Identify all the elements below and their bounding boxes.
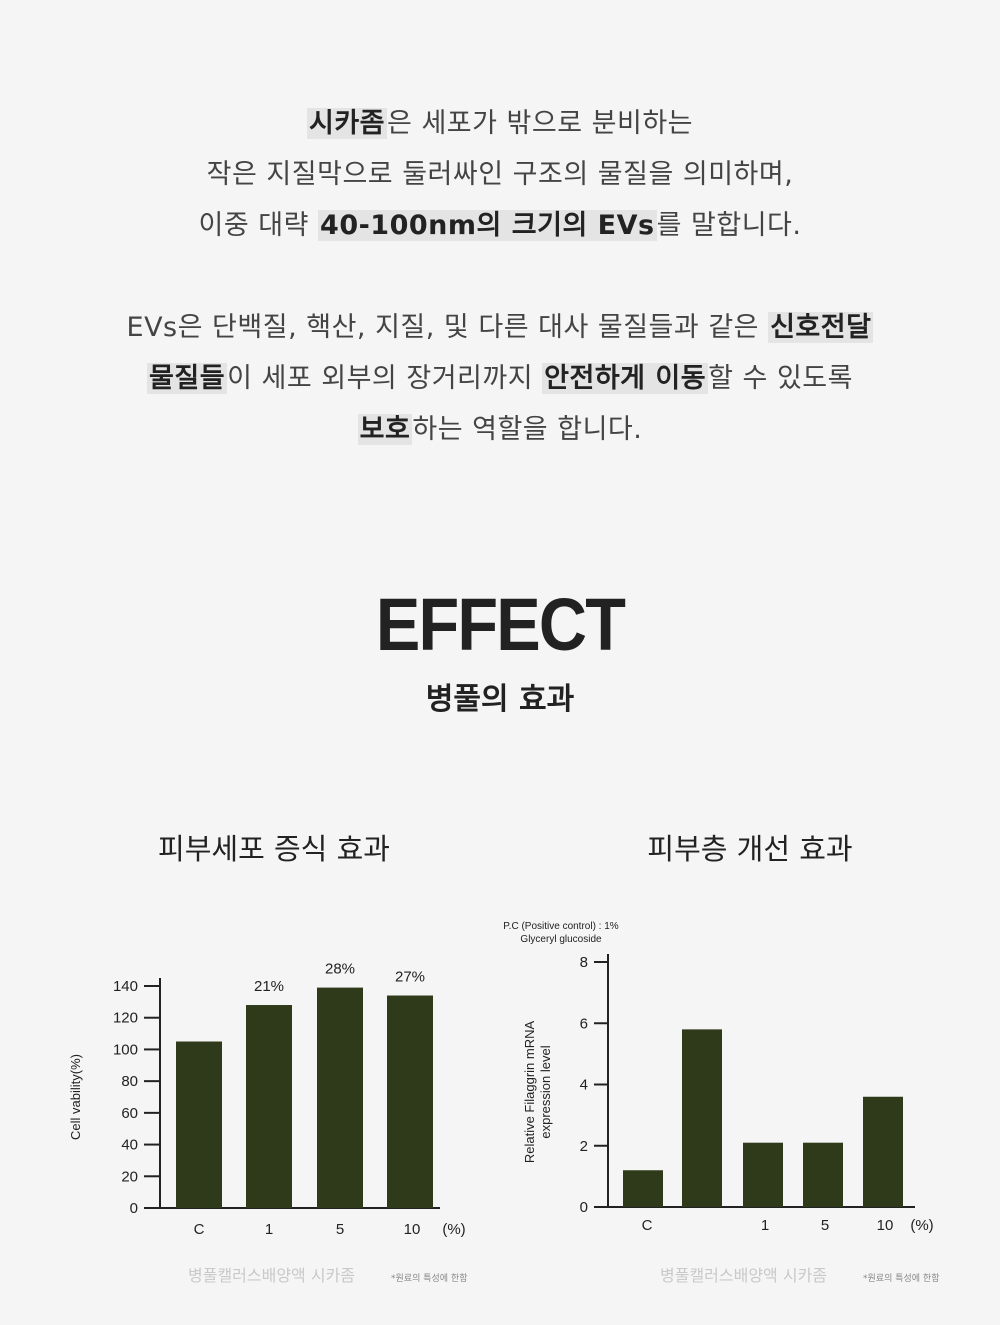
- highlighted-text: 물질들: [147, 363, 228, 394]
- effect-title: EFFECT: [375, 583, 626, 666]
- highlighted-text: 40-100nm의 크기의 EVs: [318, 210, 657, 241]
- intro-text-segment: 이 세포 외부의 장거리까지: [227, 363, 543, 394]
- y-axis-label: Cell vability(%): [68, 1054, 83, 1140]
- x-unit-label: (%): [442, 1221, 465, 1238]
- highlighted-text: 안전하게 이동: [542, 363, 709, 394]
- y-tick-label: 100: [113, 1041, 138, 1058]
- highlighted-text: 신호전달: [768, 312, 874, 343]
- intro-text-segment: 할 수 있도록: [708, 363, 853, 394]
- x-category-label: 5: [336, 1221, 344, 1238]
- y-tick-label: 80: [121, 1073, 138, 1090]
- bar-data-label: 27%: [395, 969, 425, 986]
- chart-title-skin-layer: 피부층 개선 효과: [647, 832, 853, 866]
- bar: [246, 1005, 292, 1208]
- intro-text-segment: 를 말합니다.: [656, 210, 802, 241]
- x-category-label: C: [194, 1221, 205, 1238]
- x-category-label: 10: [404, 1221, 421, 1238]
- intro-text-segment: 이중 대략: [198, 210, 319, 241]
- y-tick-label: 140: [113, 978, 138, 995]
- intro-paragraph-2: EVs은 단백질, 핵산, 지질, 및 다른 대사 물질들과 같은 신호전달 물질…: [0, 302, 1000, 455]
- right-chart-caption: 병풀캘러스배양액 시카좀 *원료의 특성에 한함: [660, 1262, 939, 1286]
- bar: [176, 1041, 222, 1208]
- highlighted-text: 보호: [357, 414, 413, 445]
- bar-data-label: 21%: [254, 978, 284, 995]
- intro-text-segment: EVs은 단백질, 핵산, 지질, 및 다른 대사 물질들과 같은: [126, 312, 769, 343]
- positive-control-note-line-1: P.C (Positive control) : 1%: [503, 921, 619, 932]
- y-tick-label: 0: [130, 1200, 138, 1217]
- y-tick-label: 60: [121, 1105, 138, 1122]
- right-caption-note: *원료의 특성에 한함: [863, 1274, 940, 1284]
- y-tick-label: 20: [121, 1168, 138, 1185]
- x-category-label: 1: [265, 1221, 273, 1238]
- left-chart-caption: 병풀캘러스배양액 시카좀 *원료의 특성에 한함: [188, 1262, 467, 1286]
- y-tick-label: 120: [113, 1010, 138, 1027]
- intro-text-segment: 은 세포가 밖으로 분비하는: [387, 108, 694, 139]
- positive-control-note: P.C (Positive control) : 1% Glyceryl glu…: [486, 920, 636, 946]
- positive-control-note-line-2: Glyceryl glucoside: [520, 934, 602, 945]
- bar: [317, 987, 363, 1208]
- bar: [387, 995, 433, 1208]
- intro-line: 보호하는 역할을 합니다.: [0, 404, 1000, 455]
- effect-subtitle: 병풀의 효과: [425, 682, 575, 717]
- intro-line: EVs은 단백질, 핵산, 지질, 및 다른 대사 물질들과 같은 신호전달: [0, 302, 1000, 353]
- right-caption-text: 병풀캘러스배양액 시카좀: [660, 1266, 828, 1285]
- chart-title-cell-proliferation: 피부세포 증식 효과: [158, 832, 390, 866]
- y-tick-label: 40: [121, 1137, 138, 1154]
- left-caption-note: *원료의 특성에 한함: [391, 1274, 468, 1284]
- intro-line: 이중 대략 40-100nm의 크기의 EVs를 말합니다.: [0, 200, 1000, 251]
- highlighted-text: 시카좀: [306, 108, 388, 139]
- intro-line: 작은 지질막으로 둘러싸인 구조의 물질을 의미하며,: [0, 149, 1000, 200]
- intro-text-segment: 하는 역할을 합니다.: [412, 414, 643, 445]
- intro-text-segment: 작은 지질막으로 둘러싸인 구조의 물질을 의미하며,: [206, 159, 794, 190]
- bar-data-label: 28%: [325, 961, 355, 978]
- left-caption-text: 병풀캘러스배양액 시카좀: [188, 1266, 356, 1285]
- intro-line: 물질들이 세포 외부의 장거리까지 안전하게 이동할 수 있도록: [0, 353, 1000, 404]
- intro-line: 시카좀은 세포가 밖으로 분비하는: [0, 98, 1000, 149]
